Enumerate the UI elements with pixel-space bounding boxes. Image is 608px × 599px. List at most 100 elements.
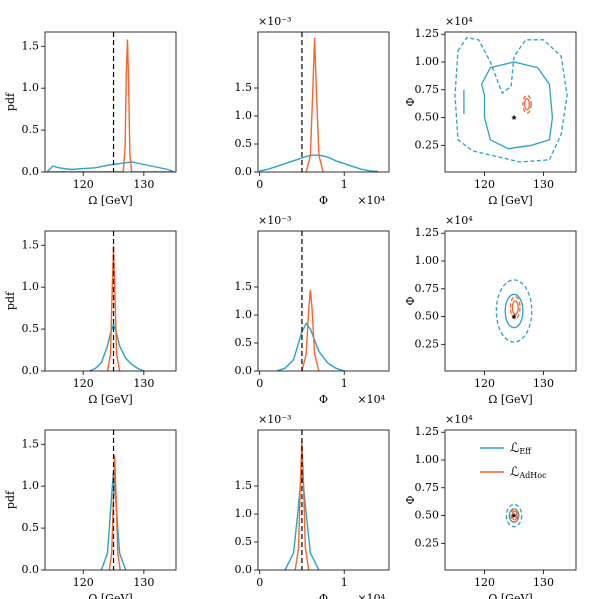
y-axis-label: Φ [404,296,417,305]
x-tick-label: 130 [533,377,554,390]
y-tick-label: 0.5 [22,123,40,136]
y-tick-label: 1.0 [235,507,253,520]
axes-frame [257,31,390,173]
true-value-marker [511,114,517,120]
x-axis-label: Ω [GeV] [88,393,132,406]
y-tick-label: 1.5 [22,39,40,52]
y-tick-label: 1.0 [22,479,40,492]
x-tick-label: 120 [474,377,495,390]
contour [505,503,523,528]
x-tick-label: 120 [73,178,94,191]
y-tick-label: 0.0 [235,165,253,178]
x-tick-label: 120 [474,178,495,191]
y-tick-label: 0.5 [235,336,253,349]
y-tick-label: 1.5 [235,280,253,293]
contour [524,98,531,111]
contour [454,36,568,163]
true-value-marker [511,512,517,518]
x-axis-label: Φ [319,393,328,406]
y-tick-label: 0.50 [415,111,440,124]
legend-label: ℒEff [510,441,532,457]
x-offset-label: ×10⁴ [357,194,385,207]
x-axis-label: Φ [319,194,328,207]
y-axis-label: Φ [404,495,417,504]
y-tick-label: 0.0 [235,364,253,377]
y-tick-label: 1.0 [235,109,253,122]
y-tick-label: 0.0 [22,563,40,576]
y-tick-label: 0.0 [22,165,40,178]
axes-frame [44,230,177,372]
y-tick-label: 1.00 [415,254,440,267]
histogram-line [46,39,175,172]
y-tick-label: 0.5 [235,535,253,548]
contour [511,300,519,315]
x-tick-label: 130 [533,178,554,191]
legend-subscript: AdHoc [518,471,547,480]
histogram-line [108,455,121,570]
legend-name: ℒ [510,441,519,456]
y-tick-label: 0.50 [415,509,440,522]
y-tick-label: 0.75 [415,282,440,295]
y-axis-label: pdf [4,291,17,310]
y-tick-label: 1.5 [235,81,253,94]
y-offset-label: ×10⁴ [445,15,473,28]
y-tick-label: 1.00 [415,453,440,466]
y-tick-label: 0.25 [415,138,440,151]
axes-frame [444,230,577,372]
x-tick-label: 1 [341,576,348,589]
x-tick-label: 130 [133,576,154,589]
x-axis-label: Ω [GeV] [488,592,532,599]
panel [46,32,175,172]
axes-frame [44,31,177,173]
contour [511,510,518,521]
y-tick-label: 0.0 [235,563,253,576]
contour [504,293,524,329]
panel [276,231,345,371]
y-tick-label: 0.5 [22,322,40,335]
panel [259,32,379,172]
panel [284,430,320,570]
panel [100,430,127,570]
y-tick-label: 0.75 [415,83,440,96]
y-tick-label: 0.5 [235,137,253,150]
x-offset-label: ×10⁴ [357,393,385,406]
y-axis-label: pdf [4,92,17,111]
contour [480,61,554,150]
x-axis-label: Ω [GeV] [88,194,132,207]
panel [89,231,145,371]
histogram-line [46,161,175,172]
x-axis-label: Φ [319,592,328,599]
y-axis-label: Φ [404,97,417,106]
y-offset-label: ×10⁴ [445,413,473,426]
legend-subscript: Eff [519,447,532,456]
y-tick-label: 1.25 [415,226,440,239]
x-tick-label: 0 [256,576,263,589]
contour [510,508,519,523]
histogram-line [284,469,320,570]
x-axis-label: Ω [GeV] [488,393,532,406]
legend-label: ℒAdHoc [510,465,547,481]
legend-name: ℒ [510,465,519,480]
y-tick-label: 0.5 [22,521,40,534]
histogram-line [276,322,345,371]
x-offset-label: ×10⁴ [357,592,385,599]
y-tick-label: 0.75 [415,481,440,494]
panel [454,36,568,163]
axes-frame [444,31,577,173]
y-tick-label: 0.25 [415,337,440,350]
y-tick-label: 1.0 [235,308,253,321]
y-tick-label: 1.0 [22,280,40,293]
y-tick-label: 1.00 [415,55,440,68]
axes-frame [44,429,177,571]
y-tick-label: 1.5 [22,238,40,251]
y-offset-label: ×10⁴ [445,214,473,227]
x-axis-label: Ω [GeV] [488,194,532,207]
axes-frame [257,230,390,372]
y-offset-label: ×10⁻³ [258,15,291,28]
x-tick-label: 0 [256,178,263,191]
axes-frame [257,429,390,571]
x-tick-label: 1 [341,178,348,191]
y-tick-label: 0.0 [22,364,40,377]
y-axis-label: pdf [4,490,17,509]
